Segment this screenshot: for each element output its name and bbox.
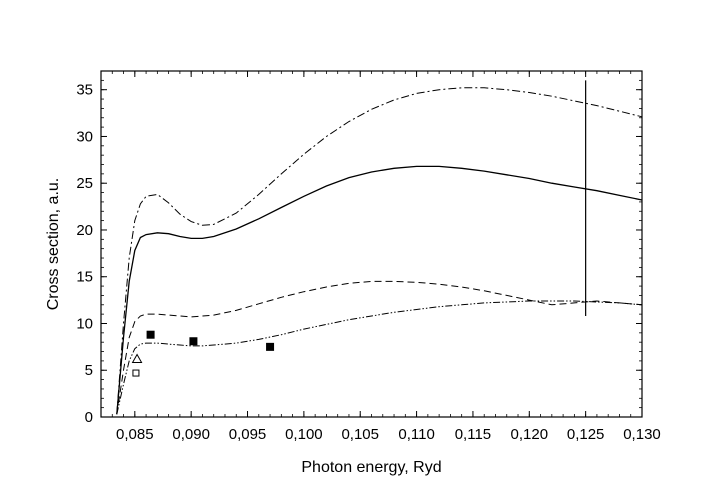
- y-tick-label: 35: [76, 82, 93, 99]
- curve-dashed: [116, 280, 643, 415]
- curve-dash-dot-dot: [116, 300, 643, 415]
- y-tick-label: 0: [85, 409, 93, 426]
- ticks-group: [100, 70, 643, 418]
- x-tick-label: 0,125: [567, 426, 605, 443]
- tick-labels-group: 0,085 0,090 0,095 0,100 0,105 0,110 0,115 0,120…: [76, 82, 660, 443]
- data-point-open-triangle: [131, 353, 143, 364]
- markers-group: [131, 330, 275, 377]
- y-tick-label: 5: [85, 362, 93, 379]
- y-tick-label: 25: [76, 175, 93, 192]
- x-tick-label: 0,085: [116, 426, 154, 443]
- y-tick-label: 10: [76, 315, 93, 332]
- data-point-filled-square: [146, 330, 155, 339]
- x-tick-label: 0,090: [172, 426, 210, 443]
- plot-frame: [100, 70, 643, 418]
- x-tick-label: 0,105: [341, 426, 379, 443]
- x-tick-label: 0,110: [398, 426, 434, 443]
- y-axis-label: Cross section, a.u.: [45, 178, 62, 311]
- curve-solid: [116, 165, 643, 415]
- y-tick-label: 20: [76, 222, 93, 239]
- x-tick-label: 0,120: [511, 426, 549, 443]
- x-tick-label: 0,130: [623, 426, 661, 443]
- curve-dash-dot: [116, 87, 643, 415]
- data-point-filled-square: [266, 342, 275, 351]
- x-tick-label: 0,100: [285, 426, 323, 443]
- data-point-filled-square: [189, 337, 198, 346]
- y-tick-label: 15: [76, 269, 93, 286]
- curves-group: [116, 80, 643, 415]
- x-tick-label: 0,095: [229, 426, 267, 443]
- data-point-open-square: [132, 369, 140, 377]
- y-tick-label: 30: [76, 128, 93, 145]
- x-tick-label: 0,115: [455, 426, 491, 443]
- x-axis-label: Photon energy, Ryd: [301, 459, 441, 476]
